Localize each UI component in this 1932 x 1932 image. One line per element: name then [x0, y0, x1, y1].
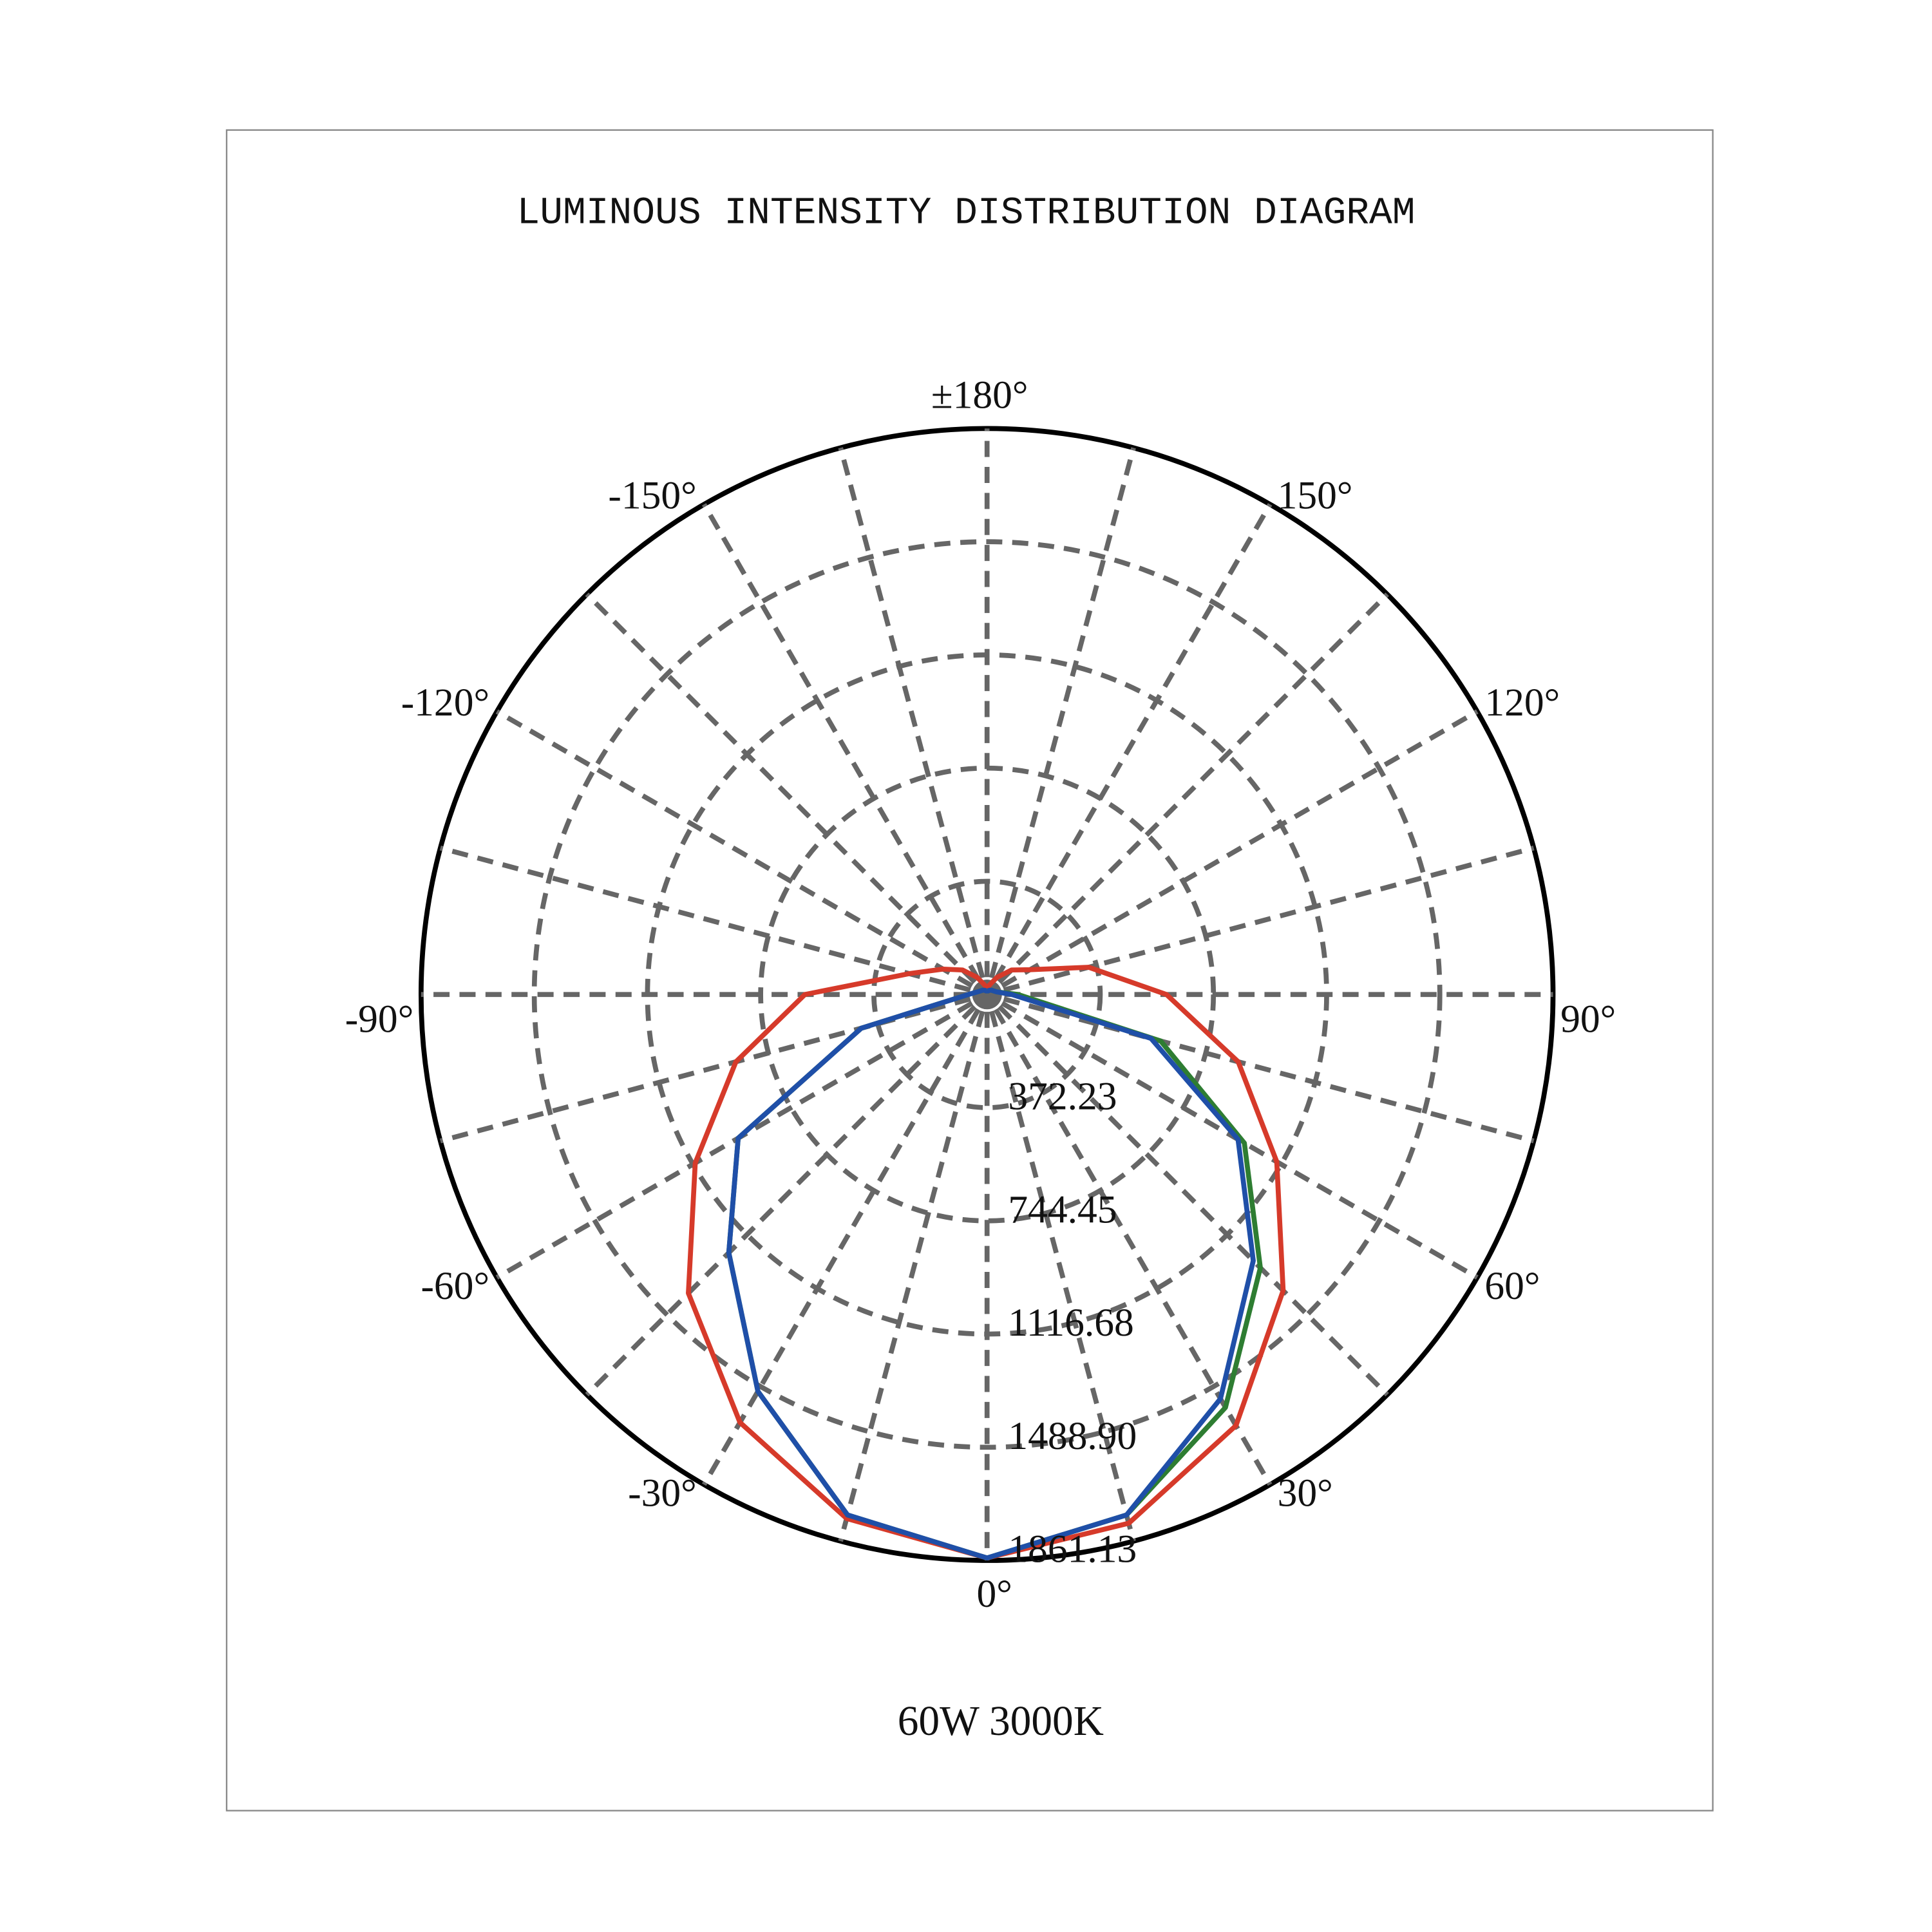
- grid-spoke: [998, 1005, 1389, 1397]
- chart-title: LUMINOUS INTENSITY DISTRIBUTION DIAGRAM: [516, 191, 1415, 235]
- curves: [686, 965, 1286, 1561]
- grid-spoke: [838, 447, 985, 979]
- grid-spoke: [989, 447, 1136, 979]
- theta-tick-label: ±180°: [931, 373, 1028, 417]
- theta-tick-label: -90°: [345, 998, 414, 1041]
- grid-spoke: [701, 503, 981, 981]
- r-tick-label: 1861.13: [1008, 1528, 1137, 1571]
- labels: 372.23 744.45 1116.68 1488.90 1861.130° 30° 60…: [345, 373, 1616, 1616]
- grid-spoke: [585, 592, 977, 984]
- theta-tick-label: 90°: [1560, 998, 1616, 1041]
- grid-spoke: [989, 1010, 1136, 1542]
- theta-tick-label: -30°: [628, 1472, 697, 1515]
- grid-ring: [531, 539, 1443, 1450]
- theta-tick-label: 60°: [1484, 1264, 1540, 1308]
- theta-tick-label: 150°: [1278, 474, 1353, 518]
- grid-spoke: [993, 503, 1273, 981]
- r-tick-label: 744.45: [1008, 1188, 1117, 1231]
- r-tick-label: 372.23: [1008, 1075, 1117, 1119]
- grid-spoke: [495, 709, 974, 989]
- grid-spoke: [701, 1008, 981, 1486]
- theta-tick-label: 120°: [1484, 681, 1560, 724]
- grid: [418, 426, 1556, 1563]
- r-tick-label: 1116.68: [1008, 1301, 1133, 1345]
- r-tick-label: 1488.90: [1008, 1414, 1137, 1458]
- grid-spoke: [998, 592, 1389, 984]
- theta-tick-label: 0°: [977, 1572, 1012, 1616]
- theta-tick-label: -120°: [401, 681, 489, 724]
- frame: [225, 129, 1714, 1812]
- theta-tick-label: -60°: [421, 1264, 489, 1308]
- intensity-curve: [726, 987, 1256, 1561]
- grid-spoke: [1001, 709, 1479, 989]
- theta-tick-label: 30°: [1278, 1472, 1333, 1515]
- grid-spoke: [1003, 996, 1535, 1144]
- subtitle: 60W 3000K: [898, 1698, 1104, 1745]
- grid-spoke: [495, 1001, 974, 1280]
- grid-spoke: [585, 1005, 977, 1397]
- grid-spoke: [439, 846, 971, 992]
- grid-spoke: [838, 1010, 985, 1542]
- center-dot: [972, 980, 1002, 1010]
- grid-ring: [871, 878, 1103, 1110]
- theta-tick-label: -150°: [608, 474, 696, 518]
